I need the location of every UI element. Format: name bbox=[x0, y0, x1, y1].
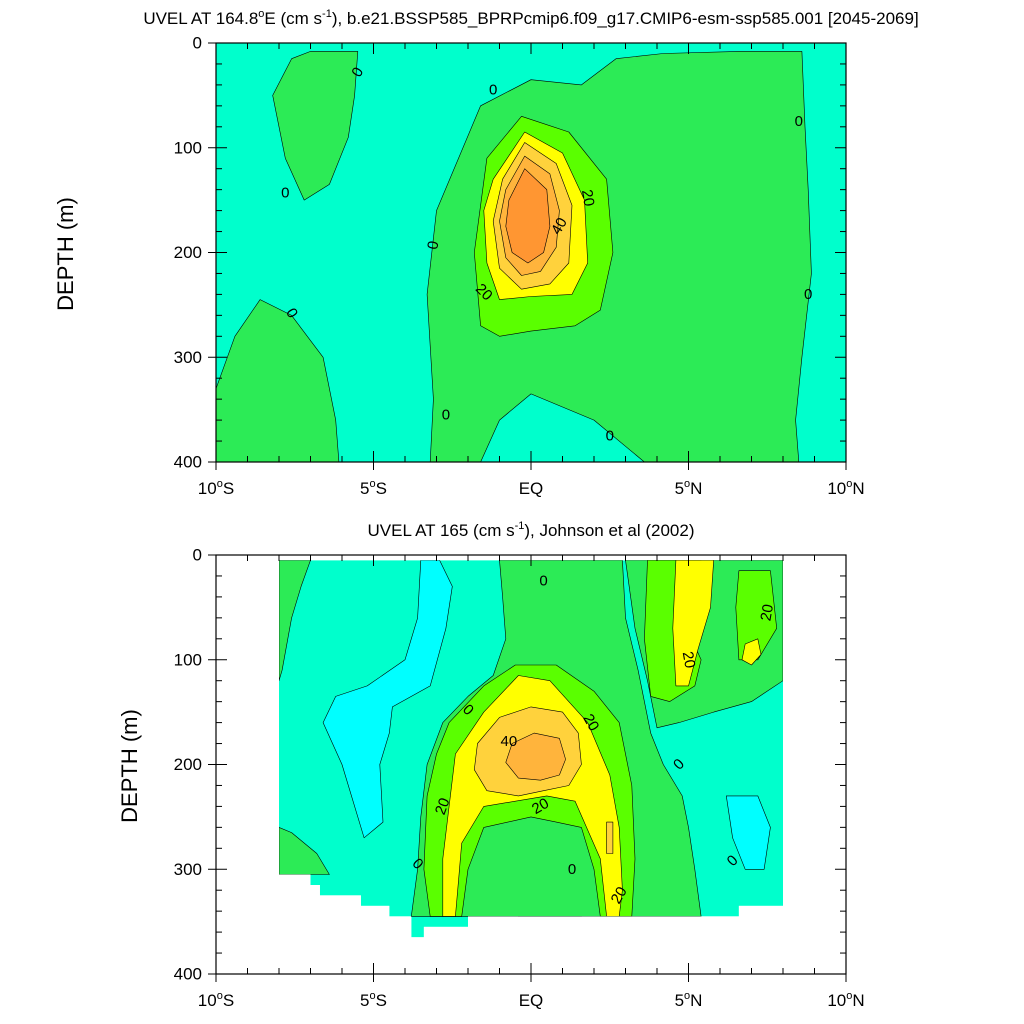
contour-label: 0 bbox=[489, 82, 497, 99]
contour-label: 0 bbox=[804, 286, 812, 303]
x-tick-label: 5oN bbox=[675, 478, 703, 498]
y-tick-label: 400 bbox=[174, 453, 202, 472]
contour-label: 0 bbox=[539, 573, 547, 590]
axis-ticks bbox=[208, 42, 847, 470]
observation-panel: UVEL AT 165 (cm s-1), Johnson et al (200… bbox=[117, 520, 865, 1010]
contour-label: 0 bbox=[442, 406, 450, 423]
y-tick-label: 200 bbox=[174, 243, 202, 262]
x-tick-label: 5oS bbox=[360, 990, 387, 1010]
contour-region-10-20 bbox=[735, 570, 778, 661]
model-panel: UVEL AT 164.8oE (cm s-1), b.e21.BSSP585_… bbox=[53, 8, 919, 498]
x-tick-label: 10oS bbox=[198, 990, 234, 1010]
contour-region-30-40 bbox=[606, 821, 614, 854]
contour-label: 20 bbox=[579, 711, 602, 734]
contour-region--10-0 bbox=[322, 560, 453, 839]
x-tick-label: EQ bbox=[519, 479, 544, 498]
contour-region-20-30 bbox=[741, 638, 762, 666]
contour-region-20-30 bbox=[672, 560, 715, 687]
contour-label: 40 bbox=[548, 215, 571, 238]
x-tick-label: 10oN bbox=[827, 990, 864, 1010]
x-tick-label: 5oN bbox=[675, 990, 703, 1010]
y-tick-label: 200 bbox=[174, 755, 202, 774]
contour-region-0-10 bbox=[279, 827, 330, 875]
y-tick-label: 300 bbox=[174, 860, 202, 879]
contour-label: 0 bbox=[424, 240, 442, 251]
y-axis-label: DEPTH (m) bbox=[53, 197, 78, 311]
contour-label: 20 bbox=[608, 884, 631, 907]
y-axis-label: DEPTH (m) bbox=[117, 709, 142, 823]
contour-label: 20 bbox=[757, 603, 777, 622]
axis-ticks bbox=[208, 554, 847, 982]
contour-label: 0 bbox=[606, 427, 614, 444]
contour-label: 0 bbox=[795, 113, 803, 130]
contour-label: 0 bbox=[568, 861, 576, 878]
contour-label: 20 bbox=[432, 796, 454, 817]
contour-label: 20 bbox=[529, 795, 552, 818]
contour-region-0-10 bbox=[216, 299, 340, 462]
panel-title: UVEL AT 165 (cm s-1), Johnson et al (200… bbox=[368, 520, 695, 540]
x-tick-label: EQ bbox=[519, 991, 544, 1010]
contour-label: 40 bbox=[501, 733, 518, 750]
y-tick-label: 100 bbox=[174, 650, 202, 669]
panel-title: UVEL AT 164.8oE (cm s-1), b.e21.BSSP585_… bbox=[143, 8, 918, 28]
y-tick-label: 100 bbox=[174, 138, 202, 157]
contour-region-40-50 bbox=[505, 732, 566, 781]
y-tick-label: 400 bbox=[174, 965, 202, 984]
y-tick-label: 0 bbox=[193, 34, 202, 53]
x-tick-label: 10oS bbox=[198, 478, 234, 498]
contour-region-0-10 bbox=[279, 560, 311, 682]
y-tick-label: 300 bbox=[174, 348, 202, 367]
contour-label: 20 bbox=[578, 188, 598, 207]
contour-label: 0 bbox=[281, 184, 289, 201]
contour-label: 20 bbox=[679, 650, 699, 669]
contour-region-50-60 bbox=[505, 168, 551, 264]
contour-fills bbox=[216, 43, 846, 462]
contour-region-0-10 bbox=[272, 51, 359, 201]
contour-fills bbox=[279, 560, 783, 938]
x-tick-label: 10oN bbox=[827, 478, 864, 498]
x-tick-label: 5oS bbox=[360, 478, 387, 498]
contour-region--10-0 bbox=[725, 795, 771, 870]
y-tick-label: 0 bbox=[193, 546, 202, 565]
